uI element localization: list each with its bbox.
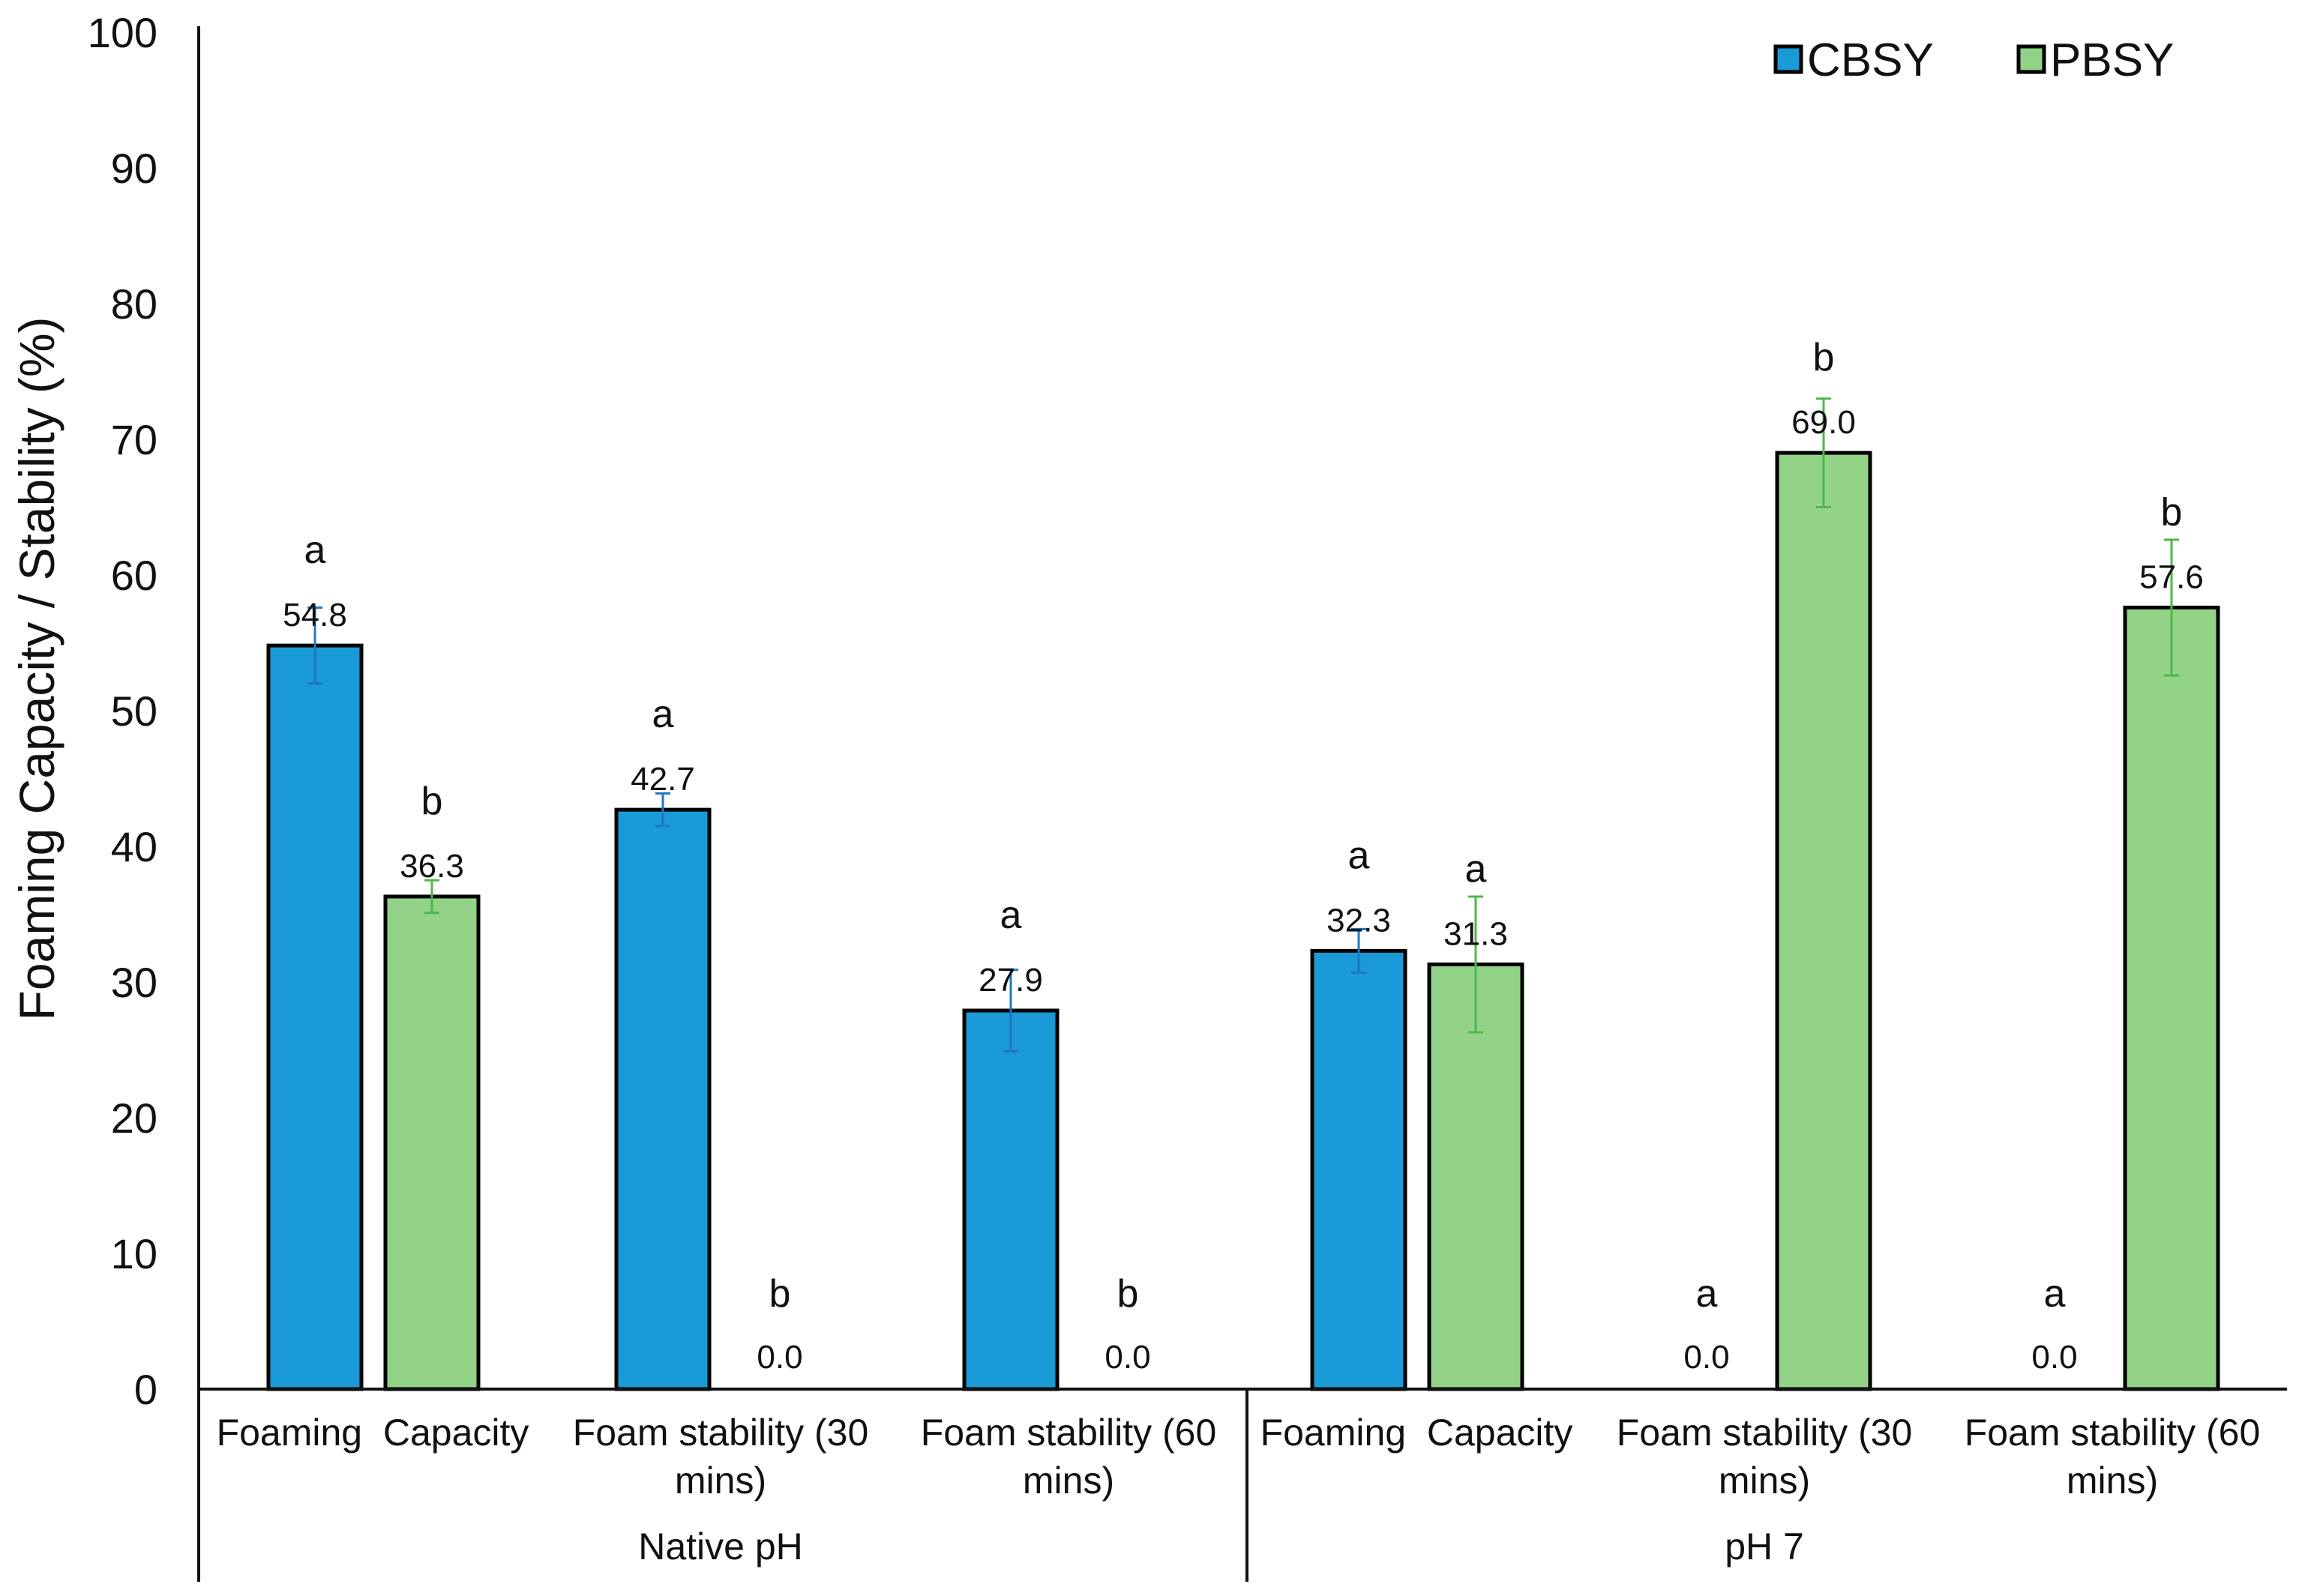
y-tick-label: 50 [111, 687, 157, 735]
significance-letter: b [769, 1272, 791, 1316]
bar-cbsy [266, 643, 364, 1391]
bar-cbsy [614, 807, 712, 1391]
category-label: Foaming Capacity [217, 1412, 529, 1454]
legend-label-pbsy: PBSY [2050, 34, 2174, 86]
data-label: 32.3 [1326, 902, 1391, 939]
significance-letter: a [2044, 1272, 2066, 1316]
significance-letter: b [2161, 490, 2183, 534]
significance-letter: a [1000, 894, 1022, 937]
data-label: 57.6 [2139, 558, 2204, 595]
category-label: Foam stability (60 [921, 1412, 1217, 1454]
category-label: mins) [1719, 1460, 1810, 1502]
category-label: Foam stability (30 [1617, 1412, 1913, 1454]
data-label: 69.0 [1791, 404, 1856, 441]
group-label: Native pH [638, 1526, 803, 1568]
legend-swatch-pbsy [2016, 44, 2046, 74]
category-label: mins) [1023, 1460, 1114, 1502]
y-tick-label: 10 [111, 1230, 157, 1277]
category-label: mins) [675, 1460, 766, 1502]
category-label: Foaming Capacity [1260, 1412, 1573, 1454]
y-axis-title: Foaming Capacity / Stability (%) [9, 317, 64, 1021]
category-label: Foam stability (60 [1965, 1412, 2261, 1454]
significance-letter: a [1465, 847, 1487, 891]
y-tick-label: 40 [111, 823, 157, 870]
data-label: 27.9 [979, 962, 1043, 999]
data-label: 31.3 [1443, 915, 1508, 952]
y-axis: 0 10 20 30 40 50 60 70 80 90 100 [88, 9, 200, 1582]
significance-letter: b [421, 780, 443, 823]
bar-cbsy [962, 1008, 1060, 1391]
x-axis: Foaming Capacity Foam stability (30 mins) F… [199, 1388, 2287, 1582]
category-label: Foam stability (30 [573, 1412, 869, 1454]
data-label: 36.3 [400, 848, 464, 885]
data-label: 54.8 [283, 597, 347, 633]
data-label: 0.0 [1683, 1339, 1729, 1376]
y-tick-label: 60 [111, 552, 157, 599]
significance-letter: a [652, 693, 674, 736]
legend-label-cbsy: CBSY [1807, 34, 1934, 86]
bar-pbsy [383, 894, 481, 1391]
group-label: pH 7 [1725, 1526, 1804, 1568]
y-tick-label: 70 [111, 416, 157, 463]
y-tick-label: 90 [111, 145, 157, 192]
y-tick-label: 30 [111, 959, 157, 1006]
legend-swatch-cbsy [1773, 44, 1803, 74]
data-label: 0.0 [1105, 1339, 1150, 1376]
significance-letter: a [1696, 1272, 1718, 1316]
data-label: 42.7 [631, 761, 695, 798]
bars: 54.8 a 36.3 b 42.7 a 0.0 b 27.9 a 0.0 b 32.3 a 31.3 a 0.… [266, 336, 2220, 1391]
bar-cbsy [1310, 948, 1407, 1391]
y-tick-label: 0 [134, 1366, 157, 1413]
significance-letter: b [1117, 1272, 1139, 1316]
bar-pbsy [1775, 451, 1872, 1391]
y-tick-label: 20 [111, 1094, 157, 1142]
legend: CBSY PBSY [1773, 34, 2174, 86]
category-label: mins) [2067, 1460, 2158, 1502]
significance-letter: a [304, 529, 326, 572]
significance-letter: a [1348, 834, 1370, 877]
y-tick-label: 80 [111, 280, 157, 328]
data-label: 0.0 [2031, 1339, 2077, 1376]
significance-letter: b [1813, 336, 1835, 379]
bar-pbsy [2123, 605, 2220, 1391]
y-tick-label: 100 [88, 9, 157, 56]
data-label: 0.0 [757, 1339, 802, 1376]
